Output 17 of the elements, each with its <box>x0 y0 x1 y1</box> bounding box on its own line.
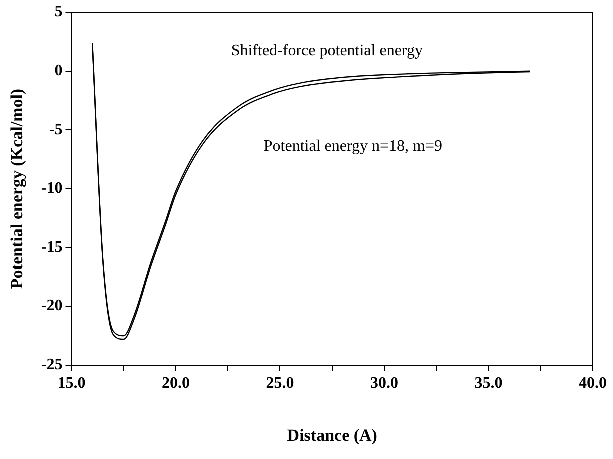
y-tick-label: -15 <box>41 238 63 256</box>
y-tick-label: 5 <box>54 4 63 21</box>
y-tick-label: -25 <box>41 356 63 374</box>
x-tick-label: 35.0 <box>474 375 503 392</box>
x-tick-label: 25.0 <box>266 375 294 392</box>
x-tick-label: 15.0 <box>58 375 86 392</box>
y-tick-label: -10 <box>41 180 63 198</box>
series-label: Shifted-force potential energy <box>231 42 423 60</box>
x-tick-label: 30.0 <box>370 375 398 392</box>
y-axis-title: Potential energy (Kcal/mol) <box>8 88 27 290</box>
x-tick-label: 20.0 <box>162 375 190 392</box>
y-tick-label: -5 <box>49 121 63 138</box>
text: Potential energy n=18, m=9 <box>264 138 443 155</box>
y-tick-label: 0 <box>54 62 63 80</box>
y-tick-label: -20 <box>41 298 63 315</box>
x-axis-title: Distance (A) <box>287 426 378 446</box>
x-tick-label: 40.0 <box>579 375 607 392</box>
